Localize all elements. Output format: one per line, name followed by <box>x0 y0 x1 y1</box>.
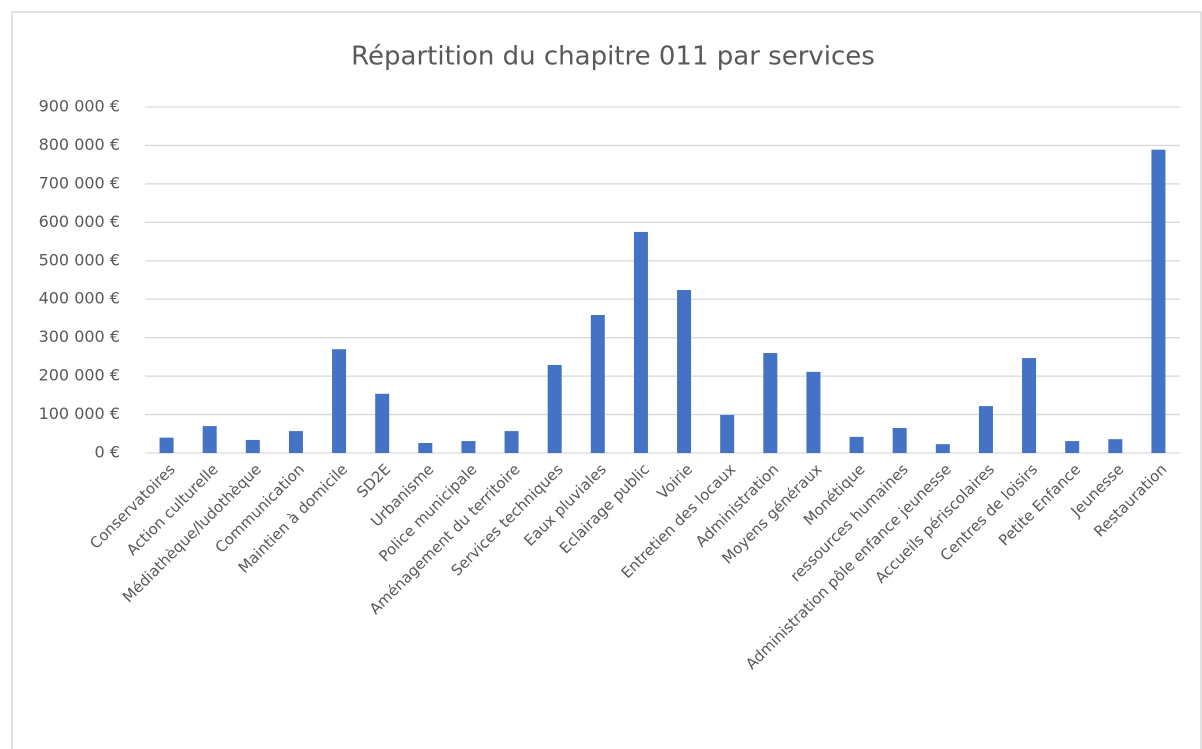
bar <box>978 406 993 453</box>
bar <box>332 349 347 453</box>
bar <box>633 231 648 453</box>
bar <box>202 426 217 453</box>
y-tick-label: 300 000 € <box>39 327 120 346</box>
y-tick-label: 600 000 € <box>39 212 120 231</box>
y-tick-label: 700 000 € <box>39 173 120 192</box>
bar <box>288 431 303 453</box>
y-tick-label: 0 € <box>95 443 120 462</box>
bar <box>159 437 174 453</box>
y-tick-label: 400 000 € <box>39 289 120 308</box>
bar <box>1022 358 1037 453</box>
bar <box>935 444 950 453</box>
y-tick-label: 200 000 € <box>39 366 120 385</box>
chart-title: Répartition du chapitre 011 par services <box>351 42 875 72</box>
y-tick-label: 500 000 € <box>39 250 120 269</box>
bar <box>245 439 260 453</box>
bar <box>504 431 519 453</box>
y-tick-label: 100 000 € <box>39 404 120 423</box>
bar <box>547 364 562 453</box>
bar <box>677 289 692 453</box>
bar <box>892 428 907 453</box>
bar <box>1108 439 1123 453</box>
bar <box>806 371 821 453</box>
bar <box>1065 441 1080 453</box>
bar <box>763 353 778 453</box>
bar <box>720 414 735 453</box>
bar <box>1151 149 1166 453</box>
bar <box>418 443 433 453</box>
y-tick-label: 900 000 € <box>39 97 120 116</box>
bar <box>461 441 476 453</box>
bar <box>375 393 390 453</box>
bar <box>590 314 605 453</box>
chart-border <box>11 11 1202 749</box>
y-tick-label: 800 000 € <box>39 135 120 154</box>
bar <box>849 436 864 453</box>
